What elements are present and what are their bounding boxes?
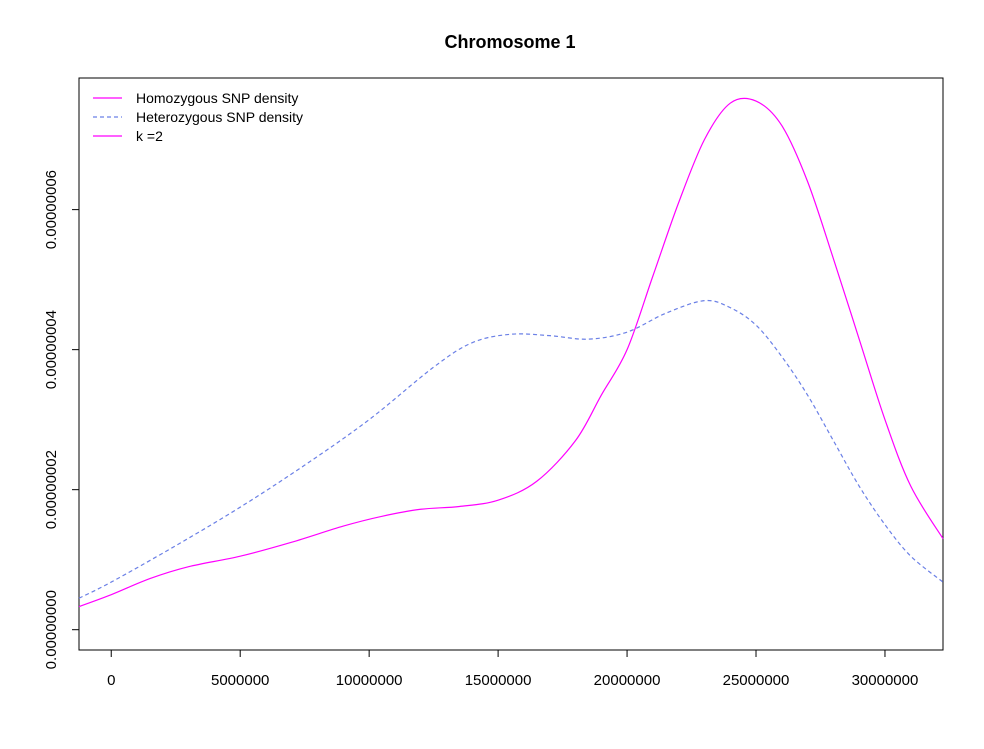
series-layer — [78, 97, 944, 608]
chart-title: Chromosome 1 — [444, 32, 575, 52]
x-tick-label: 0 — [107, 672, 115, 689]
x-tick-label: 15000000 — [465, 672, 532, 689]
x-tick-label: 5000000 — [211, 672, 269, 689]
legend-label: k =2 — [136, 128, 163, 144]
y-tick-label: 0.00000006 — [43, 170, 60, 249]
y-tick-label: 0.00000000 — [43, 590, 60, 669]
x-tick-label: 10000000 — [336, 672, 403, 689]
y-tick-label: 0.00000004 — [43, 310, 60, 389]
legend: Homozygous SNP density Heterozygous SNP d… — [93, 90, 303, 144]
heterozygous-snp-density-line — [78, 299, 944, 599]
y-tick-label: 0.00000002 — [43, 450, 60, 529]
x-tick-label: 25000000 — [723, 672, 790, 689]
legend-label: Homozygous SNP density — [136, 90, 298, 106]
x-tick-label: 30000000 — [852, 672, 919, 689]
legend-label: Heterozygous SNP density — [136, 109, 303, 125]
y-axis: 0.00000000 0.00000002 0.00000004 0.00000006 — [43, 170, 80, 669]
x-tick-label: 20000000 — [594, 672, 661, 689]
plot-frame — [78, 77, 944, 651]
homozygous-snp-density-line — [78, 97, 944, 608]
x-axis: 0 5000000 10000000 15000000 20000000 25000000… — [107, 649, 919, 689]
